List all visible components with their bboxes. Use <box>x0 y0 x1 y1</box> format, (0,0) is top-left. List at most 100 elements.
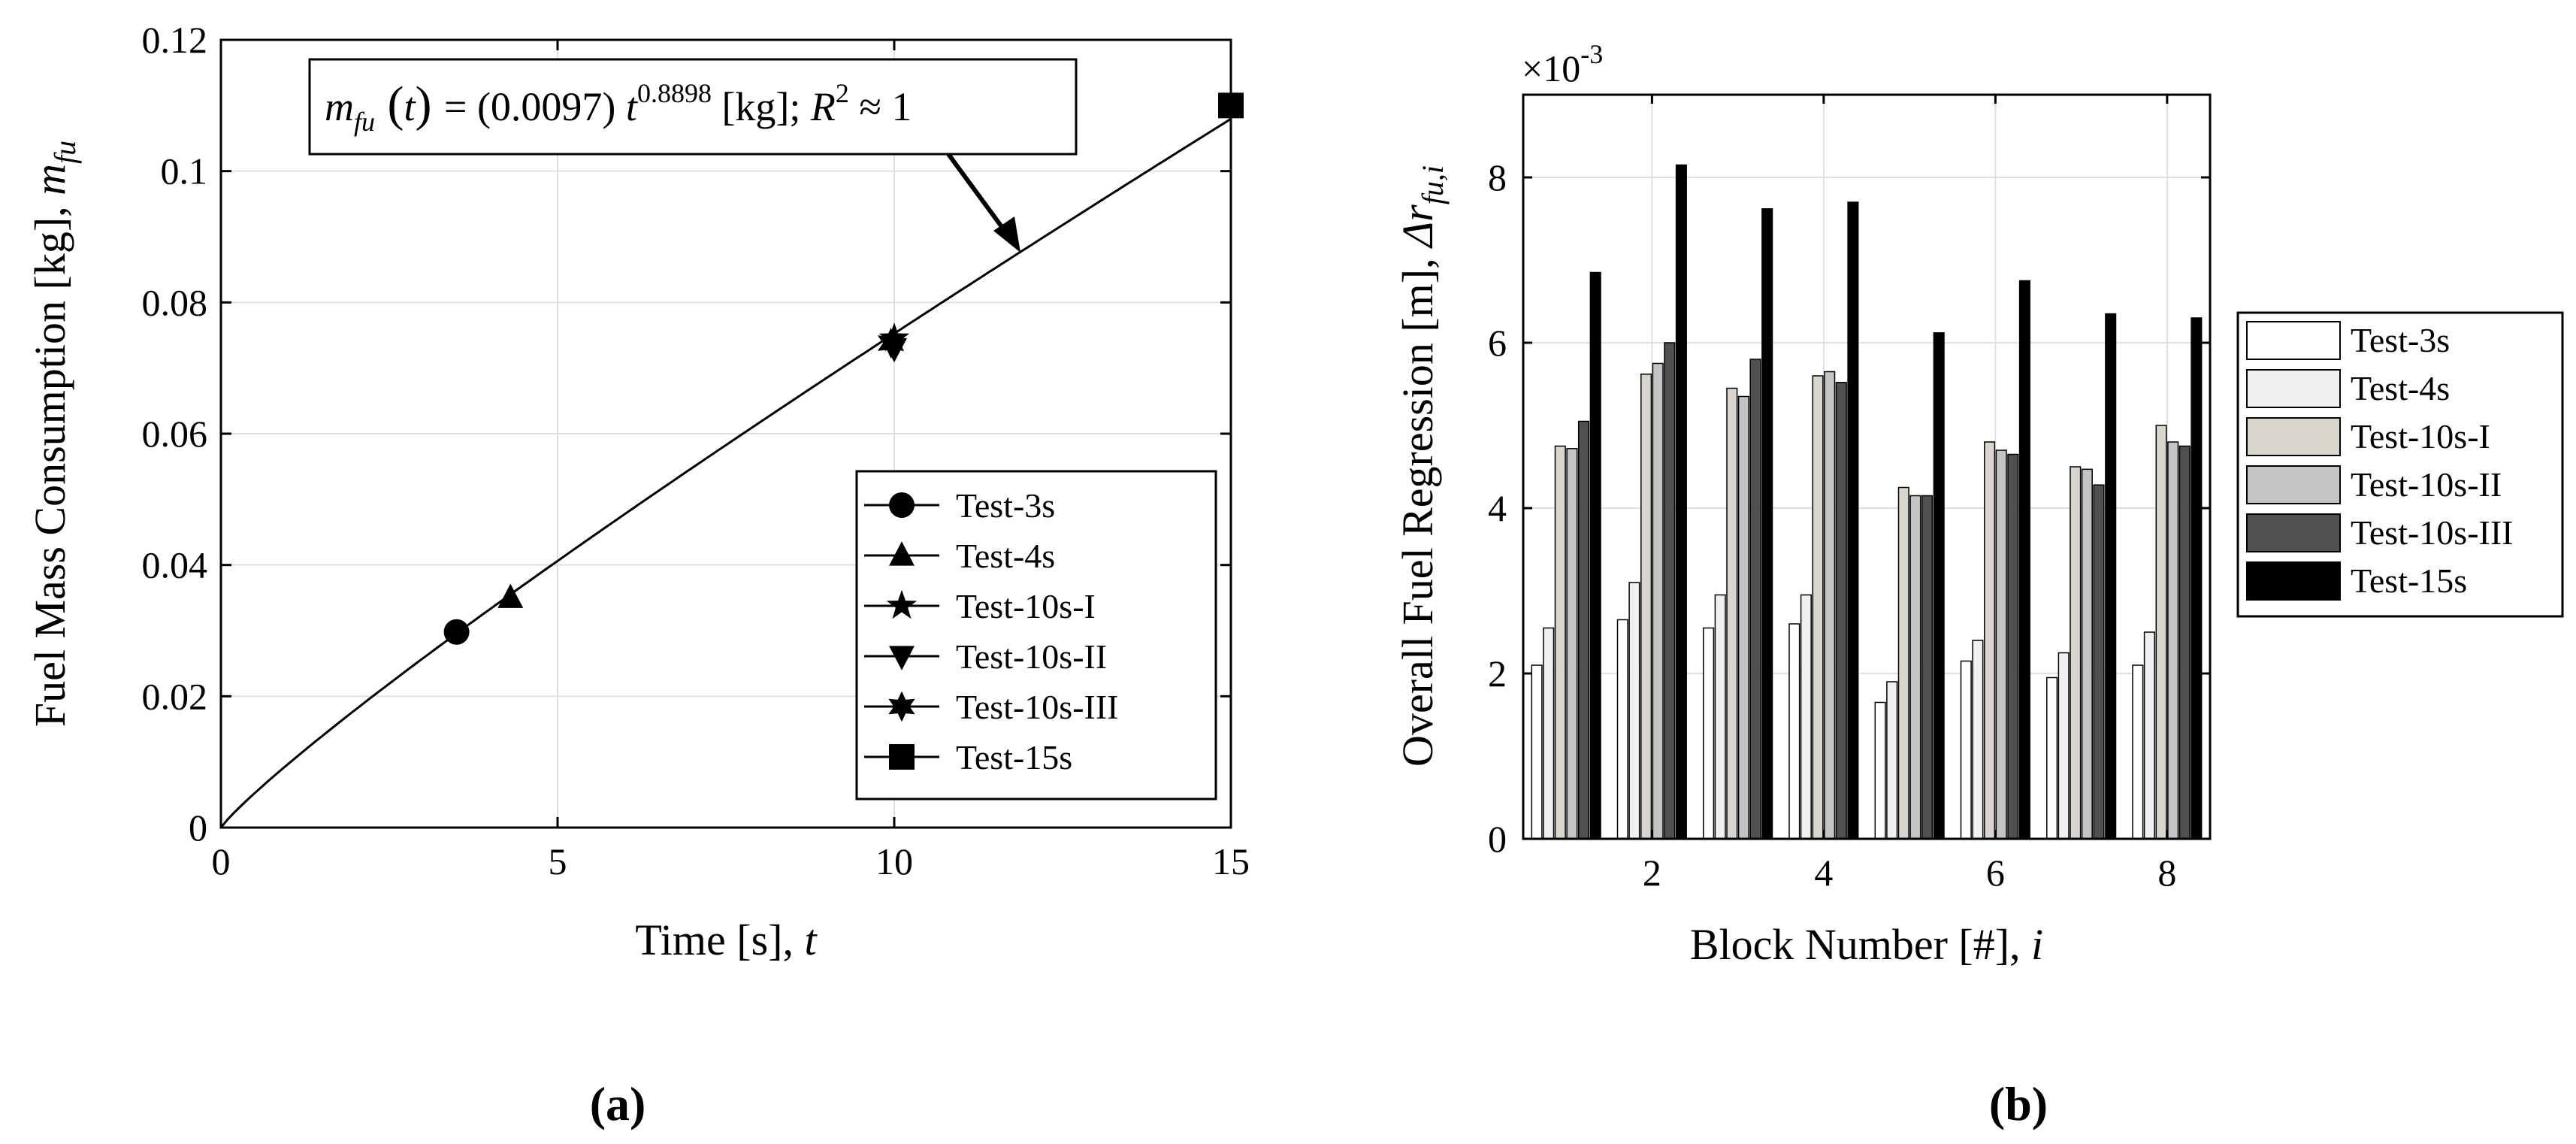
svg-text:mfu (t) = (0.0097) t0.8898 [k: mfu (t) = (0.0097) t0.8898 [kg]; R2 ≈ 1 <box>325 77 912 137</box>
bar-test-10s-i-block-6 <box>1984 441 1996 840</box>
equation-arrow-head <box>993 216 1020 253</box>
bar-test-4s-block-2 <box>1628 582 1640 840</box>
eq-lhs: m <box>325 84 354 129</box>
legend-label: Test-10s-II <box>2351 465 2502 504</box>
bar-test-15s-block-7 <box>2105 313 2117 840</box>
fit-curve-group <box>219 117 1232 828</box>
bar-test-15s-block-2 <box>1675 164 1687 840</box>
bar-test-10s-i-block-2 <box>1640 374 1652 840</box>
legend-swatch <box>2246 561 2341 601</box>
x-tick-label: 5 <box>549 840 567 882</box>
bar-test-4s-block-7 <box>2057 652 2070 840</box>
y-tick-label: 0.04 <box>142 544 208 586</box>
bar-test-10s-ii-block-2 <box>1652 362 1664 840</box>
eq-r: R <box>810 84 836 129</box>
bar-test-10s-ii-block-7 <box>2081 468 2093 840</box>
legend-label: Test-4s <box>2351 369 2450 407</box>
legend-swatch <box>2246 369 2341 408</box>
bar-test-10s-iii-block-2 <box>1664 342 1676 840</box>
legend-b: Test-3s Test-4s Test-10s-I Test-10s-II Test-… <box>2236 311 2564 618</box>
bar-test-4s-block-5 <box>1886 681 1898 840</box>
legend-marker-icon <box>889 646 915 670</box>
bar-test-10s-ii-block-6 <box>1995 449 2007 840</box>
x-tick-label: 15 <box>1212 840 1250 882</box>
legend-swatch <box>2246 465 2341 504</box>
axes-a-box <box>219 38 1232 829</box>
bar-test-10s-i-block-4 <box>1812 375 1824 840</box>
y-tick-label: 6 <box>1488 322 1507 364</box>
y-tick-label: 0.1 <box>161 150 208 192</box>
bar-test-10s-i-block-1 <box>1554 445 1566 840</box>
bar-test-15s-block-4 <box>1847 201 1859 840</box>
bar-test-10s-ii-block-1 <box>1566 448 1578 840</box>
bar-test-4s-block-6 <box>1972 640 1984 840</box>
y-tick-label: 8 <box>1488 156 1507 198</box>
x-tick-label: 8 <box>2157 852 2176 894</box>
eq-r-val: ≈ 1 <box>859 84 912 129</box>
bar-test-3s-block-3 <box>1703 627 1715 840</box>
x-tick-label: 6 <box>1986 852 2005 894</box>
axes-b-box <box>1522 93 2212 840</box>
y-tick-label: 0.06 <box>142 413 208 455</box>
bar-test-4s-block-8 <box>2143 631 2155 840</box>
legend-label: Test-10s-III <box>956 688 1118 726</box>
bar-test-3s-block-1 <box>1531 664 1543 840</box>
y-tick-label: 0 <box>1488 818 1507 860</box>
grid-a <box>221 40 1231 828</box>
y-tick-label: 0 <box>189 807 207 849</box>
legend-label: Test-10s-II <box>956 637 1107 676</box>
legend-label: Test-10s-III <box>2351 513 2513 552</box>
bar-test-3s-block-2 <box>1616 619 1628 840</box>
legend-swatch <box>2246 513 2341 552</box>
panel-label-b: (b) <box>1989 1077 2048 1130</box>
markers-a <box>443 92 1244 645</box>
data-point-test-10s-iii <box>877 328 905 359</box>
bar-test-10s-ii-block-3 <box>1737 395 1749 840</box>
bar-test-3s-block-5 <box>1874 701 1886 840</box>
bar-test-10s-iii-block-6 <box>2007 453 2019 840</box>
bar-test-10s-ii-block-4 <box>1824 371 1836 840</box>
y-axis-label-b: Overall Fuel Regression [m], Δrfu,i <box>1393 165 1450 767</box>
data-point-test-3s <box>443 619 470 645</box>
y-axis-label-a: Fuel Mass Consumption [kg], mfu <box>26 141 82 727</box>
y-tick-label: 4 <box>1488 487 1507 529</box>
fit-curve <box>219 117 1232 828</box>
legend-label: Test-10s-I <box>2351 417 2490 455</box>
legend-swatch <box>2246 417 2341 456</box>
bar-test-4s-block-4 <box>1800 594 1812 840</box>
legend-label: Test-10s-I <box>956 587 1096 625</box>
eq-mid: = (0.0097) <box>444 84 615 129</box>
bar-test-10s-i-block-8 <box>2155 425 2167 840</box>
equation-arrow <box>946 153 1013 241</box>
panel-label-a: (a) <box>590 1077 646 1130</box>
y-tick-label: 0.12 <box>142 19 208 61</box>
y-tick-label: 2 <box>1488 652 1507 695</box>
bar-test-4s-block-3 <box>1714 594 1726 840</box>
bar-test-10s-iii-block-1 <box>1577 420 1590 840</box>
x-tick-label: 2 <box>1643 852 1661 894</box>
legend-a: Test-3s Test-4s Test-10s-I Test-10s-II Test-… <box>855 470 1217 800</box>
y-tick-label: 0.02 <box>142 675 208 717</box>
panel-a: 0 5 10 15 0 0.02 0.04 0.06 0.08 0.1 0.12 mfu (t) =… <box>26 19 1250 1130</box>
eq-exp: 0.8898 <box>637 78 712 108</box>
eq-lhs-arg: t <box>404 84 417 129</box>
data-point-test-4s <box>497 583 524 608</box>
legend-marker-icon <box>888 691 915 722</box>
y-tick-label: 0.08 <box>142 281 208 323</box>
data-point-test-15s <box>1218 92 1244 119</box>
x-tick-label: 0 <box>212 840 231 882</box>
bar-test-15s-block-5 <box>1933 332 1945 840</box>
bar-test-15s-block-3 <box>1761 208 1773 840</box>
bar-test-15s-block-1 <box>1589 271 1601 840</box>
bar-test-10s-i-block-5 <box>1897 486 1909 840</box>
legend-label: Test-15s <box>2351 561 2467 600</box>
legend-marker-icon <box>889 492 915 518</box>
equation-box <box>308 58 1078 156</box>
x-axis-label-b: Block Number [#], i <box>1690 920 2043 969</box>
bar-test-3s-block-4 <box>1788 623 1800 840</box>
bar-test-10s-ii-block-8 <box>2167 441 2179 840</box>
bar-test-15s-block-8 <box>2191 317 2203 840</box>
panel-b: 2 4 6 8 0 2 4 6 8 ×10-3 Test-3s Test-4s Test-10s-I… <box>1393 39 2564 1130</box>
fit-equation: mfu (t) = (0.0097) t0.8898 [kg]; R2 ≈ 1 <box>308 58 1078 253</box>
